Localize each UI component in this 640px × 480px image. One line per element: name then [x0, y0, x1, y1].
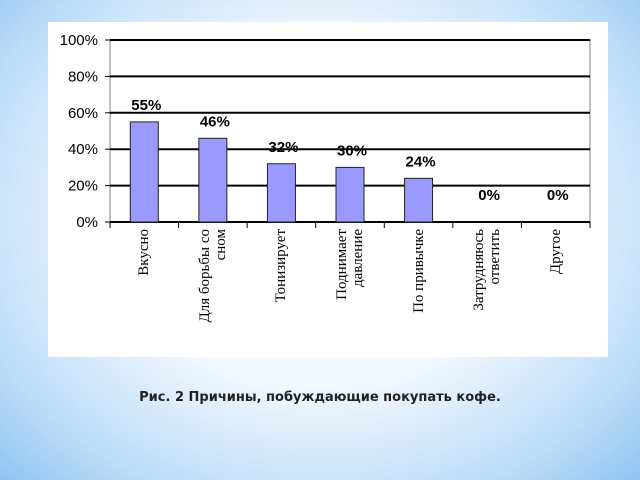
value-label: 55%: [131, 97, 161, 114]
bar: [404, 177, 434, 223]
y-tick-label: 0%: [76, 214, 98, 231]
y-tick-label: 60%: [68, 105, 98, 122]
x-tick-label: Затрудняюсь ответить: [471, 229, 504, 311]
value-label: 46%: [200, 113, 230, 130]
x-tick-label: Тонизирует: [273, 229, 290, 303]
value-label: 24%: [406, 153, 436, 170]
x-tick-label: По привычке: [410, 229, 427, 313]
bar: [198, 137, 228, 223]
x-tick-label: Вкусно: [136, 229, 153, 276]
value-label: 30%: [337, 142, 367, 159]
x-tick-label: Для борьбы со сном: [196, 229, 229, 323]
caption: Рис. 2 Причины, побуждающие покупать коф…: [139, 390, 501, 405]
value-label: 0%: [478, 187, 500, 204]
bar: [129, 121, 159, 223]
value-label: 32%: [268, 139, 298, 156]
bar: [266, 163, 296, 223]
y-tick-label: 100%: [60, 32, 98, 49]
y-tick-label: 40%: [68, 141, 98, 158]
y-tick-label: 20%: [68, 178, 98, 195]
bar: [335, 166, 365, 223]
x-tick-label: Другое: [547, 229, 564, 275]
y-tick-label: 80%: [68, 68, 98, 85]
x-tick-label: Поднимает давление: [334, 229, 366, 300]
value-label: 0%: [547, 187, 569, 204]
